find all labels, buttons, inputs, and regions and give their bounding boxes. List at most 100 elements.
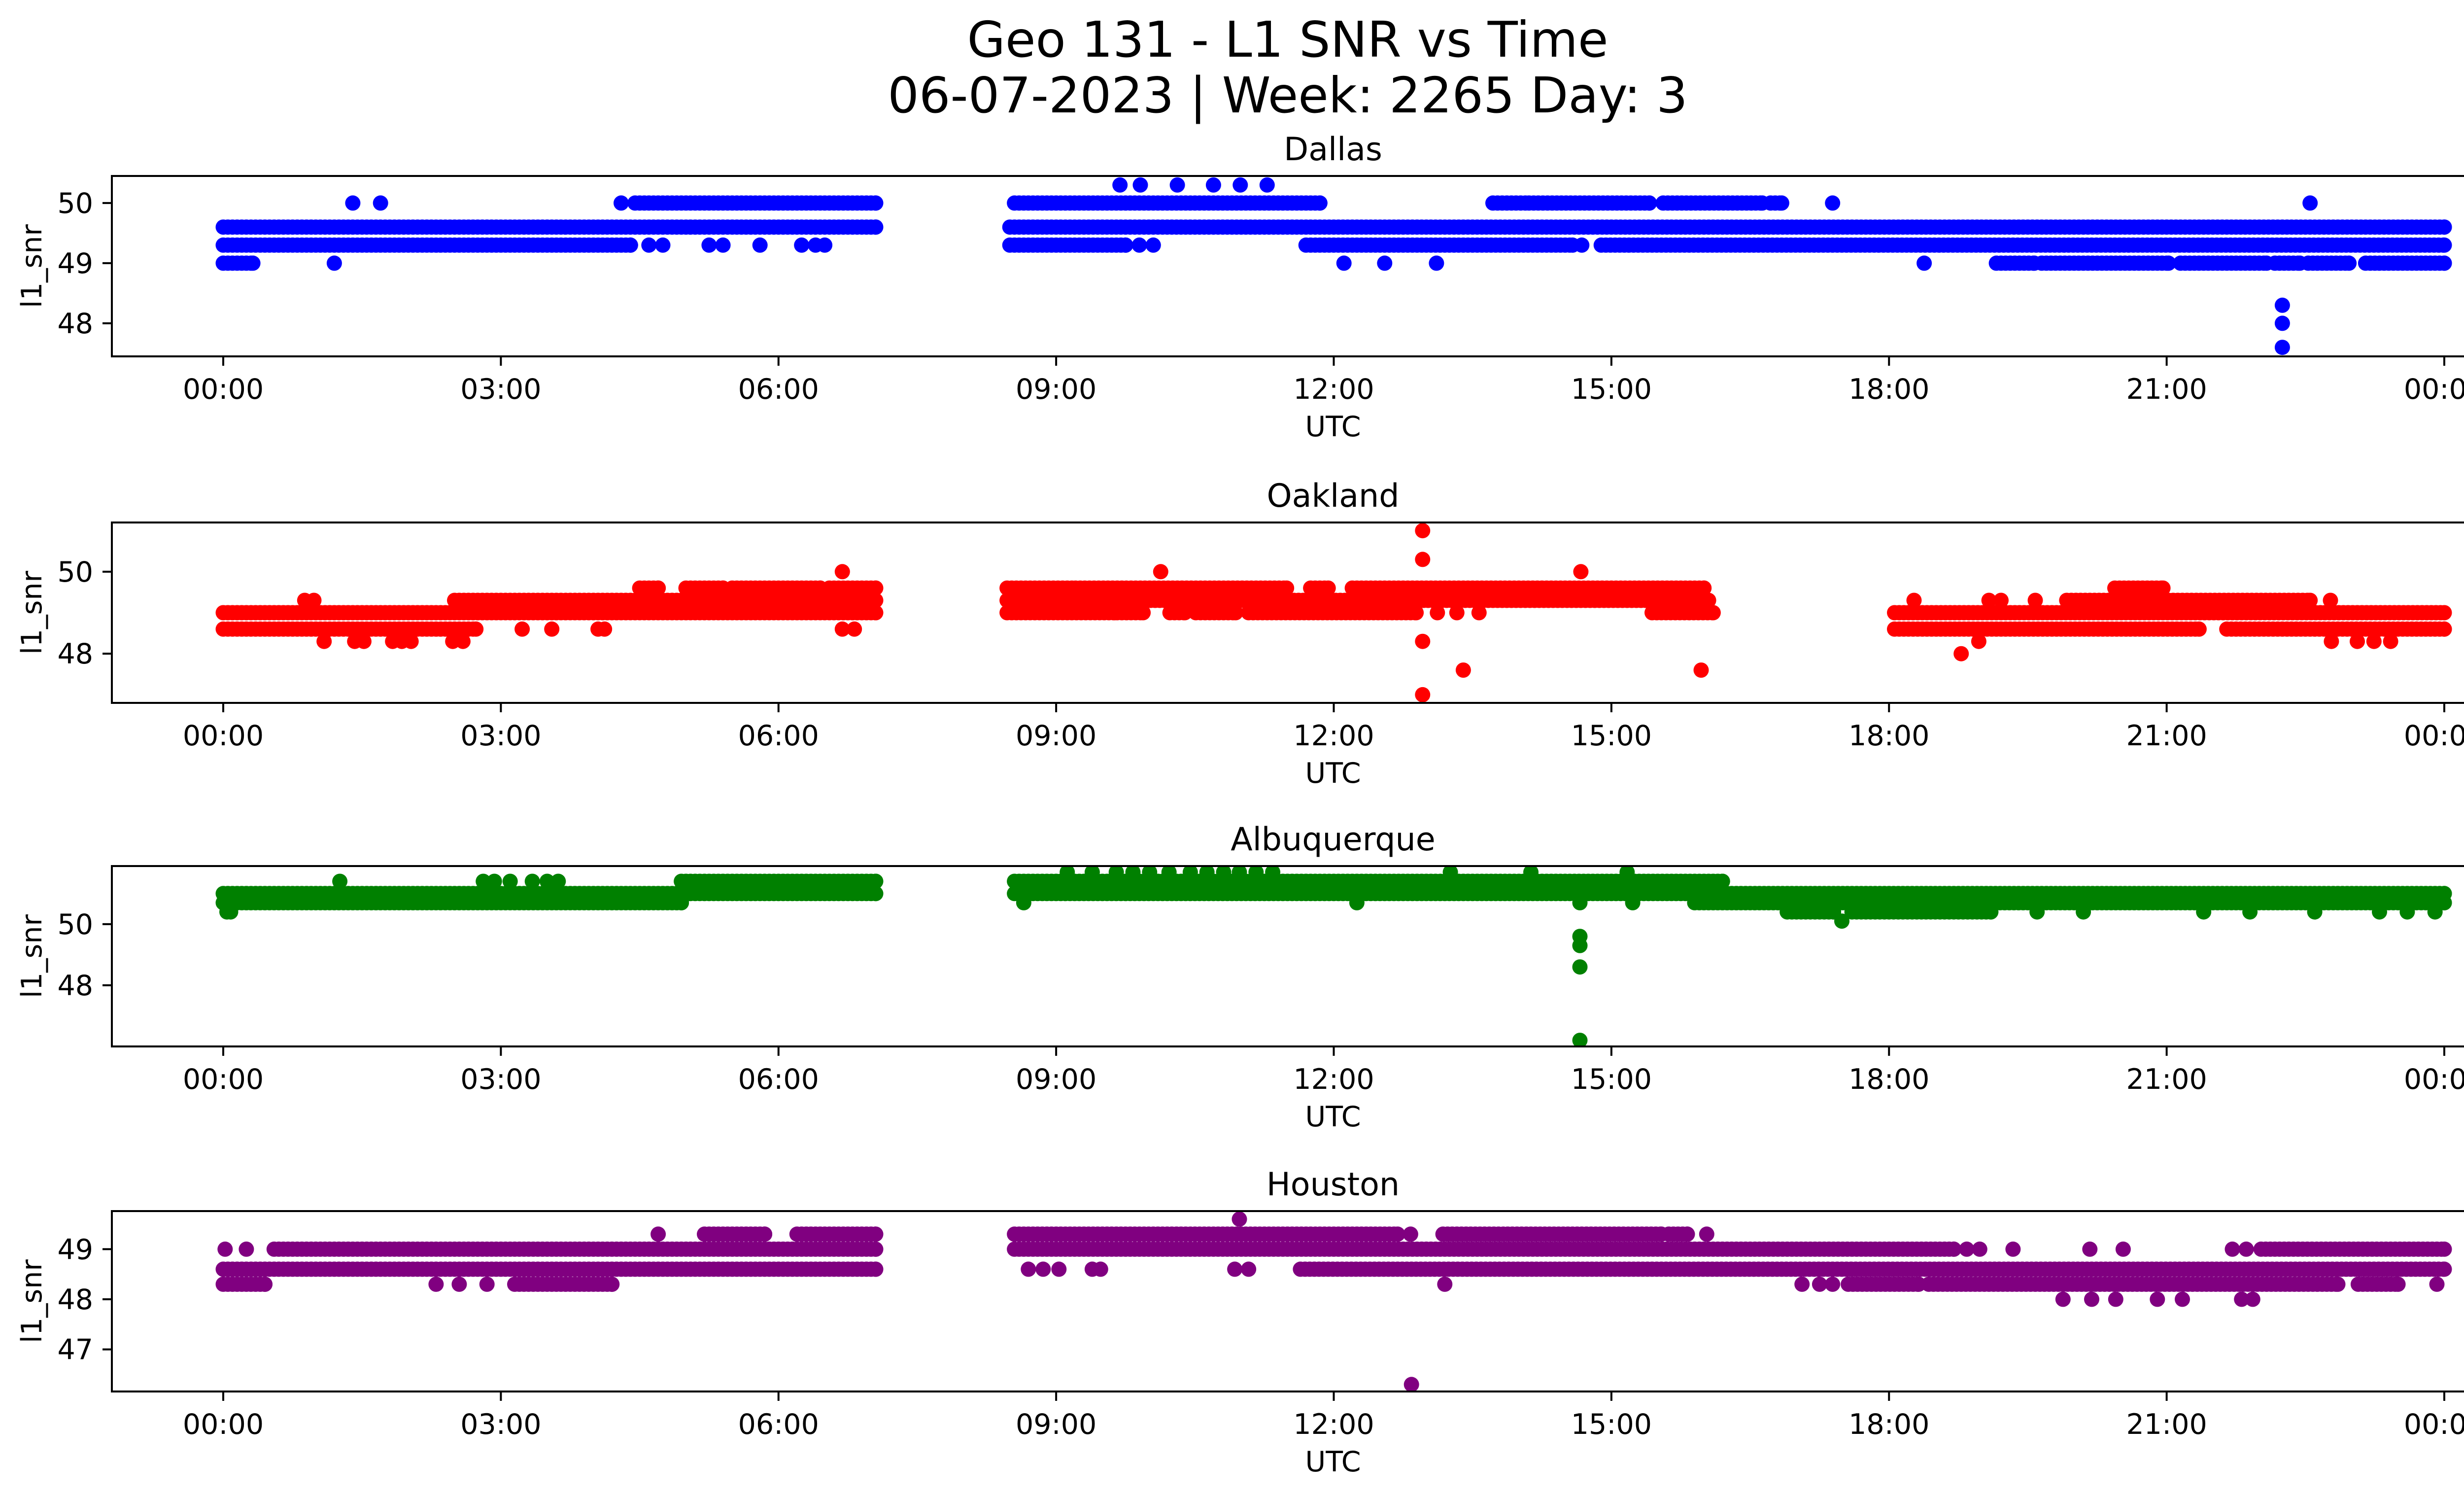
data-point-outlier bbox=[428, 1276, 444, 1292]
data-point bbox=[1135, 605, 1151, 621]
data-point-outlier bbox=[834, 564, 850, 580]
x-tick-label: 00:00 bbox=[2404, 720, 2464, 752]
data-point-outlier bbox=[2196, 904, 2212, 920]
x-tick-label: 18:00 bbox=[1848, 720, 1929, 752]
data-point-outlier bbox=[1265, 866, 1281, 880]
data-point-outlier bbox=[1834, 913, 1849, 929]
data-point-outlier bbox=[539, 873, 555, 889]
data-point-outlier bbox=[1906, 592, 1922, 608]
data-point bbox=[1679, 1226, 1695, 1242]
data-point-outlier bbox=[1693, 662, 1709, 678]
subplot-title: Dallas bbox=[1284, 131, 1382, 168]
data-point-outlier bbox=[455, 633, 471, 649]
data-point-outlier bbox=[1232, 1211, 1247, 1227]
y-tick-label: 48 bbox=[57, 638, 93, 670]
data-point bbox=[2155, 580, 2171, 596]
subplot-albuquerque: Albuquerque 00:00 03:00 06:00 09:00 12:00 15:0… bbox=[16, 821, 2464, 1133]
data-point-outlier bbox=[2027, 592, 2043, 608]
data-point bbox=[2436, 1261, 2452, 1277]
data-point-outlier bbox=[2076, 904, 2091, 920]
x-tick-label: 00:00 bbox=[183, 720, 264, 752]
data-point-outlier bbox=[1199, 866, 1215, 880]
data-point-outlier bbox=[1241, 1261, 1257, 1277]
data-point-outlier bbox=[650, 1226, 666, 1242]
data-point bbox=[1642, 195, 1657, 211]
data-point-outlier bbox=[1825, 195, 1841, 211]
data-point-outlier bbox=[1415, 523, 1431, 539]
data-point-outlier bbox=[217, 1241, 233, 1257]
data-point-outlier bbox=[1161, 866, 1177, 880]
data-point bbox=[622, 237, 638, 253]
data-point-outlier bbox=[2350, 633, 2365, 649]
data-point-outlier bbox=[1442, 866, 1458, 880]
x-axis-label: UTC bbox=[1305, 1101, 1361, 1133]
data-point bbox=[868, 1261, 884, 1277]
data-point-outlier bbox=[1131, 237, 1147, 253]
data-point-outlier bbox=[2175, 1291, 2190, 1307]
x-tick-label: 18:00 bbox=[1848, 1408, 1929, 1441]
x-tick-label: 06:00 bbox=[738, 1063, 819, 1096]
data-point bbox=[2390, 1276, 2406, 1292]
x-tick-label: 15:00 bbox=[1571, 720, 1652, 752]
data-point bbox=[604, 1276, 620, 1292]
data-point-outlier bbox=[1572, 938, 1588, 953]
data-point bbox=[1320, 580, 1336, 596]
x-tick-label: 09:00 bbox=[1016, 720, 1096, 752]
data-point-outlier bbox=[451, 1276, 467, 1292]
y-axis-label: l1_snr bbox=[16, 224, 48, 308]
data-point-outlier bbox=[834, 621, 850, 637]
data-point-outlier bbox=[1142, 866, 1158, 880]
data-point-outlier bbox=[1619, 866, 1635, 880]
data-point-outlier bbox=[614, 195, 629, 211]
x-tick-label: 12:00 bbox=[1293, 373, 1374, 406]
data-point-outlier bbox=[2029, 904, 2045, 920]
data-point-outlier bbox=[2302, 195, 2318, 211]
data-point-outlier bbox=[1430, 605, 1445, 621]
x-tick-label: 15:00 bbox=[1571, 1408, 1652, 1441]
x-tick-label: 21:00 bbox=[2126, 720, 2207, 752]
y-axis-label: l1_snr bbox=[16, 914, 48, 998]
data-point-outlier bbox=[2234, 1291, 2250, 1307]
data-point-outlier bbox=[655, 237, 671, 253]
x-tick-label: 21:00 bbox=[2126, 373, 2207, 406]
data-point-outlier bbox=[1812, 1276, 1827, 1292]
x-axis-label: UTC bbox=[1305, 1446, 1361, 1478]
data-point-outlier bbox=[403, 633, 419, 649]
data-point bbox=[1774, 195, 1789, 211]
subplot-houston: Houston 00:00 03:00 06:00 09:00 12:00 15:00 18:… bbox=[16, 1166, 2464, 1478]
y-tick-label: 48 bbox=[57, 970, 93, 1002]
data-point bbox=[2436, 219, 2452, 235]
y-tick-label: 50 bbox=[57, 908, 93, 941]
data-point-outlier bbox=[1182, 866, 1198, 880]
subplots-container: Dallas 00:00 03:00 06:00 09:00 12:00 15:00 18:0… bbox=[16, 131, 2464, 1478]
data-point-outlier bbox=[1574, 237, 1590, 253]
y-axis-label: l1_snr bbox=[16, 1259, 48, 1343]
data-point-outlier bbox=[2084, 1291, 2099, 1307]
data-point-outlier bbox=[2274, 340, 2290, 355]
data-point-outlier bbox=[306, 592, 322, 608]
y-tick-label: 50 bbox=[57, 187, 93, 220]
data-point bbox=[868, 1226, 884, 1242]
data-point-outlier bbox=[1437, 1276, 1453, 1292]
data-point-outlier bbox=[476, 873, 491, 889]
subplot-title: Houston bbox=[1266, 1166, 1400, 1203]
x-tick-label: 15:00 bbox=[1571, 373, 1652, 406]
x-tick-label: 00:00 bbox=[183, 373, 264, 406]
data-point bbox=[2436, 621, 2452, 637]
data-point-outlier bbox=[1572, 895, 1588, 910]
data-point-outlier bbox=[2150, 1291, 2165, 1307]
x-tick-label: 06:00 bbox=[738, 373, 819, 406]
x-tick-label: 09:00 bbox=[1016, 1063, 1096, 1096]
x-tick-label: 06:00 bbox=[738, 1408, 819, 1441]
data-point-outlier bbox=[1248, 866, 1264, 880]
data-point-outlier bbox=[1573, 564, 1589, 580]
data-point-outlier bbox=[1825, 1276, 1841, 1292]
data-point bbox=[868, 886, 884, 902]
data-point-outlier bbox=[597, 621, 613, 637]
x-tick-label: 00:00 bbox=[2404, 373, 2464, 406]
data-point bbox=[757, 1226, 773, 1242]
data-point bbox=[1696, 580, 1712, 596]
data-point bbox=[868, 580, 884, 596]
x-tick-label: 03:00 bbox=[460, 1063, 541, 1096]
data-point-outlier bbox=[1993, 592, 2009, 608]
